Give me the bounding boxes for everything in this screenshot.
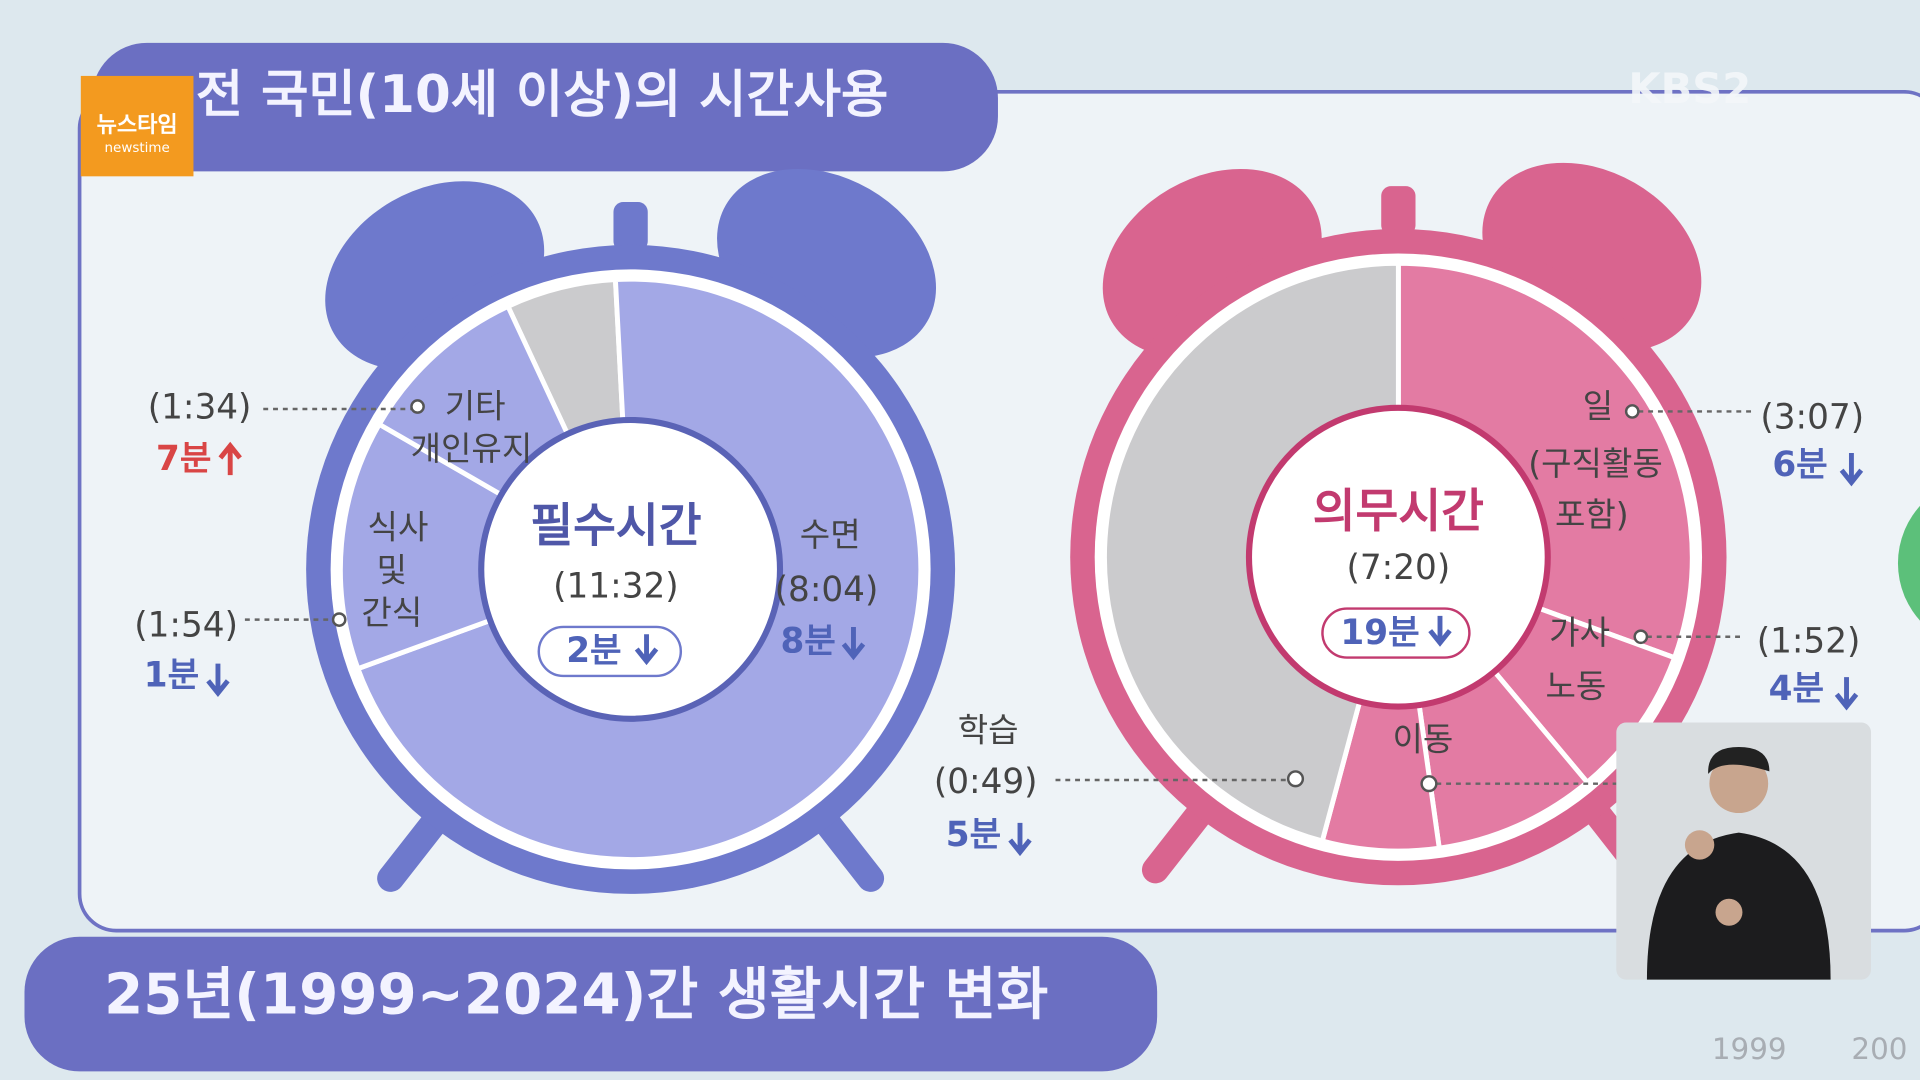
leader-dot bbox=[1624, 404, 1640, 419]
down-arrow bbox=[206, 663, 230, 697]
leader-dot bbox=[1420, 775, 1438, 793]
item-label: 노동 bbox=[1546, 667, 1607, 706]
item-change: 8분 bbox=[780, 621, 835, 661]
clock-total: (11:32) bbox=[553, 566, 679, 606]
leader-dot bbox=[410, 399, 425, 414]
broadcaster-logo: KBS2 bbox=[1628, 64, 1751, 113]
item-label: 및 bbox=[377, 550, 407, 589]
header-bar bbox=[91, 42, 998, 172]
item-change: 4분 bbox=[1769, 669, 1824, 709]
logo-sub: newstime bbox=[105, 141, 170, 156]
section-title: 전 국민(10세 이상)의 시간사용 bbox=[196, 65, 888, 125]
next-clock bbox=[1897, 505, 1920, 621]
item-time: (0:49) bbox=[934, 762, 1038, 802]
item-change: 5분 bbox=[946, 815, 1001, 855]
clock-title: 의무시간 bbox=[1313, 484, 1484, 538]
item-label: 간식 bbox=[361, 593, 422, 632]
down-arrow bbox=[1834, 677, 1859, 711]
section-title: 25년(1999~2024)간 생활시간 변화 bbox=[104, 963, 1048, 1028]
up-arrow bbox=[218, 441, 242, 476]
header-bar bbox=[24, 936, 1158, 1072]
item-label: 개인유지 bbox=[411, 429, 533, 468]
item-time: (1:52) bbox=[1757, 621, 1861, 661]
item-label: 가사 bbox=[1549, 613, 1610, 652]
knob bbox=[1381, 186, 1416, 236]
interpreter-head bbox=[1709, 754, 1769, 814]
clock-title: 필수시간 bbox=[530, 498, 701, 552]
item-label: 포함) bbox=[1555, 495, 1629, 534]
item-label: 일 bbox=[1583, 386, 1613, 425]
clock-total: (7:20) bbox=[1347, 548, 1451, 588]
clock-change: 2분 bbox=[566, 631, 621, 671]
item-change: 7분 bbox=[156, 439, 211, 479]
item-time: (3:07) bbox=[1760, 397, 1864, 437]
item-label: 이동 bbox=[1392, 719, 1453, 758]
leader-dot bbox=[1286, 770, 1305, 788]
item-label: 학습 bbox=[958, 711, 1019, 750]
item-label: 기타 bbox=[445, 386, 506, 425]
down-arrow bbox=[634, 634, 659, 666]
clock-obligatory bbox=[1070, 162, 1727, 886]
leader-dot bbox=[1633, 629, 1649, 645]
down-arrow bbox=[841, 626, 866, 661]
change-badge bbox=[1321, 607, 1471, 659]
item-label: 식사 bbox=[368, 507, 429, 546]
interpreter-hand bbox=[1715, 898, 1743, 926]
interpreter-hand bbox=[1684, 830, 1715, 860]
logo bbox=[80, 75, 194, 177]
item-time: (8:04) bbox=[775, 570, 879, 610]
down-arrow bbox=[1428, 615, 1452, 647]
down-arrow bbox=[1008, 822, 1032, 857]
item-label: 수면 bbox=[800, 515, 861, 554]
item-change: 6분 bbox=[1772, 445, 1827, 485]
down-arrow bbox=[1839, 453, 1864, 487]
item-change: 1분 bbox=[144, 656, 199, 696]
item-label: (구직활동 bbox=[1528, 444, 1663, 483]
legend-label: 200 bbox=[1851, 1032, 1907, 1066]
leader-dot bbox=[331, 612, 347, 627]
item-time: (1:54) bbox=[134, 605, 238, 645]
interpreter-hair bbox=[1708, 746, 1770, 774]
knob bbox=[613, 202, 648, 252]
clock-change: 19분 bbox=[1340, 613, 1419, 653]
item-time: (1:34) bbox=[148, 387, 252, 427]
logo-name: 뉴스타임 bbox=[97, 113, 178, 138]
legend-label: 1999 bbox=[1712, 1032, 1787, 1066]
